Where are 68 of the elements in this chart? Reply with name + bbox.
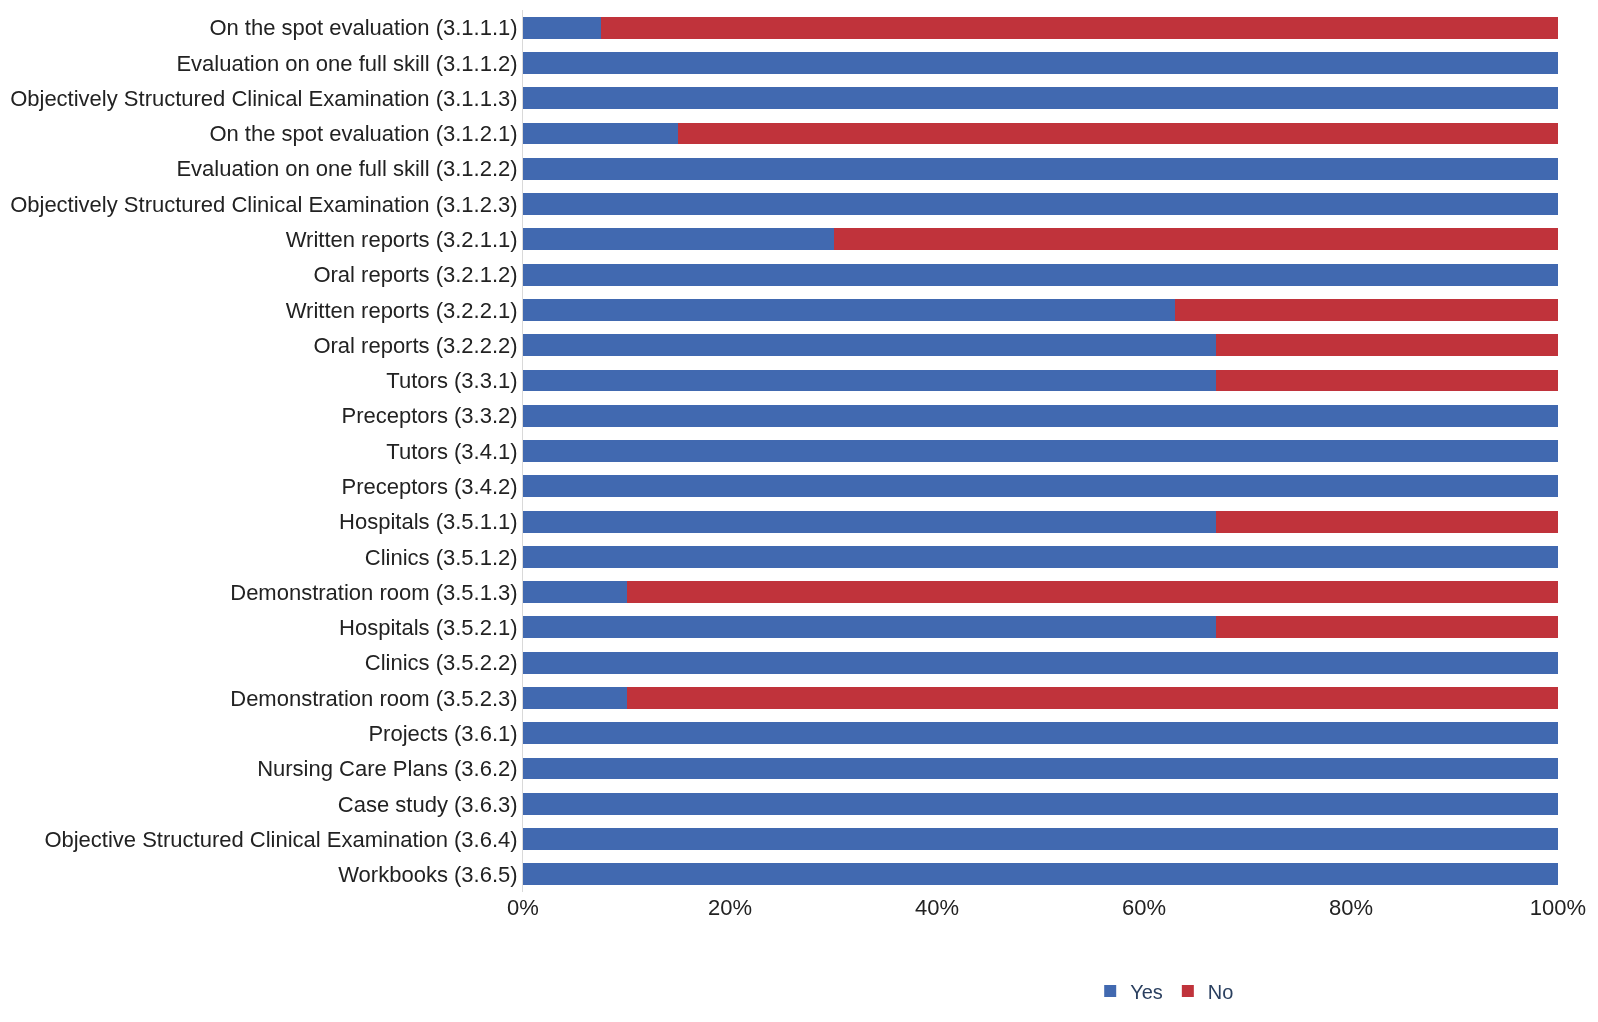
bar	[1216, 510, 1558, 533]
bar	[523, 581, 627, 604]
x-tick-label: 0%	[507, 895, 539, 920]
bar	[626, 581, 1558, 604]
y-tick-label: Workbooks (3.6.5)	[338, 862, 518, 888]
bar	[523, 863, 1558, 886]
y-tick-label: Written reports (3.2.1.1)	[285, 227, 518, 253]
bar	[600, 16, 1558, 39]
bar	[523, 263, 1558, 286]
bar	[678, 122, 1558, 145]
y-tick-label: Objectively Structured Clinical Examination (3.1.1.3)	[10, 85, 518, 111]
bar	[523, 51, 1558, 74]
y-tick-label: Hospitals (3.5.2.1)	[339, 615, 518, 641]
bar	[523, 157, 1558, 180]
y-tick-label: Hospitals (3.5.1.1)	[339, 509, 518, 535]
x-tick-label: 20%	[707, 895, 753, 920]
bar	[1216, 334, 1558, 357]
bar	[523, 87, 1558, 110]
bar	[523, 757, 1558, 780]
x-tick-label: 100%	[1529, 895, 1587, 920]
bar	[523, 16, 601, 39]
legend-label: No	[1207, 980, 1234, 1003]
bar	[1216, 616, 1558, 639]
bar	[523, 651, 1558, 674]
y-tick-label: Clinics (3.5.1.2)	[364, 544, 518, 570]
bar	[523, 334, 1217, 357]
x-tick-label: 40%	[914, 895, 960, 920]
y-tick-label: Objective Structured Clinical Examination (3.6.4)	[44, 826, 518, 852]
bar	[523, 404, 1558, 427]
y-tick-label: Written reports (3.2.2.1)	[285, 297, 518, 323]
bar	[523, 228, 834, 251]
bar	[523, 510, 1217, 533]
y-tick-label: Demonstration room (3.5.2.3)	[230, 685, 518, 711]
y-tick-label: Projects (3.6.1)	[368, 720, 518, 746]
y-tick-label: On the spot evaluation (3.1.2.1)	[209, 121, 518, 147]
y-tick-label: Case study (3.6.3)	[337, 791, 518, 817]
bar	[523, 475, 1558, 498]
y-tick-label: Preceptors (3.4.2)	[341, 473, 518, 499]
bar	[523, 122, 679, 145]
bar	[523, 298, 1176, 321]
bar	[523, 440, 1558, 462]
y-tick-label: Tutors (3.3.1)	[386, 368, 518, 394]
bar	[523, 687, 627, 709]
bar	[833, 228, 1558, 251]
x-tick-label: 60%	[1121, 895, 1167, 920]
bar	[523, 545, 1558, 568]
bar	[523, 193, 1558, 215]
bar	[523, 369, 1217, 392]
bar	[626, 687, 1558, 709]
x-tick-label: 80%	[1328, 895, 1374, 920]
y-tick-label: Demonstration room (3.5.1.3)	[230, 579, 518, 605]
bar	[1216, 369, 1558, 392]
bar	[1175, 298, 1558, 321]
bar	[523, 792, 1558, 815]
y-tick-label: Evaluation on one full skill (3.1.1.2)	[176, 50, 518, 76]
legend-label: Yes	[1130, 980, 1163, 1003]
y-tick-label: Tutors (3.4.1)	[386, 438, 518, 464]
y-tick-label: Nursing Care Plans (3.6.2)	[257, 756, 518, 782]
y-tick-label: Oral reports (3.2.1.2)	[313, 262, 518, 288]
bar	[523, 616, 1217, 639]
bar	[523, 722, 1558, 745]
y-tick-label: Oral reports (3.2.2.2)	[313, 332, 518, 358]
y-tick-label: Preceptors (3.3.2)	[341, 403, 518, 429]
y-tick-label: Objectively Structured Clinical Examination (3.1.2.3)	[10, 191, 518, 217]
y-tick-label: Evaluation on one full skill (3.1.2.2)	[176, 156, 518, 182]
bar	[523, 828, 1558, 851]
y-tick-label: On the spot evaluation (3.1.1.1)	[209, 15, 518, 41]
y-tick-label: Clinics (3.5.2.2)	[364, 650, 518, 676]
